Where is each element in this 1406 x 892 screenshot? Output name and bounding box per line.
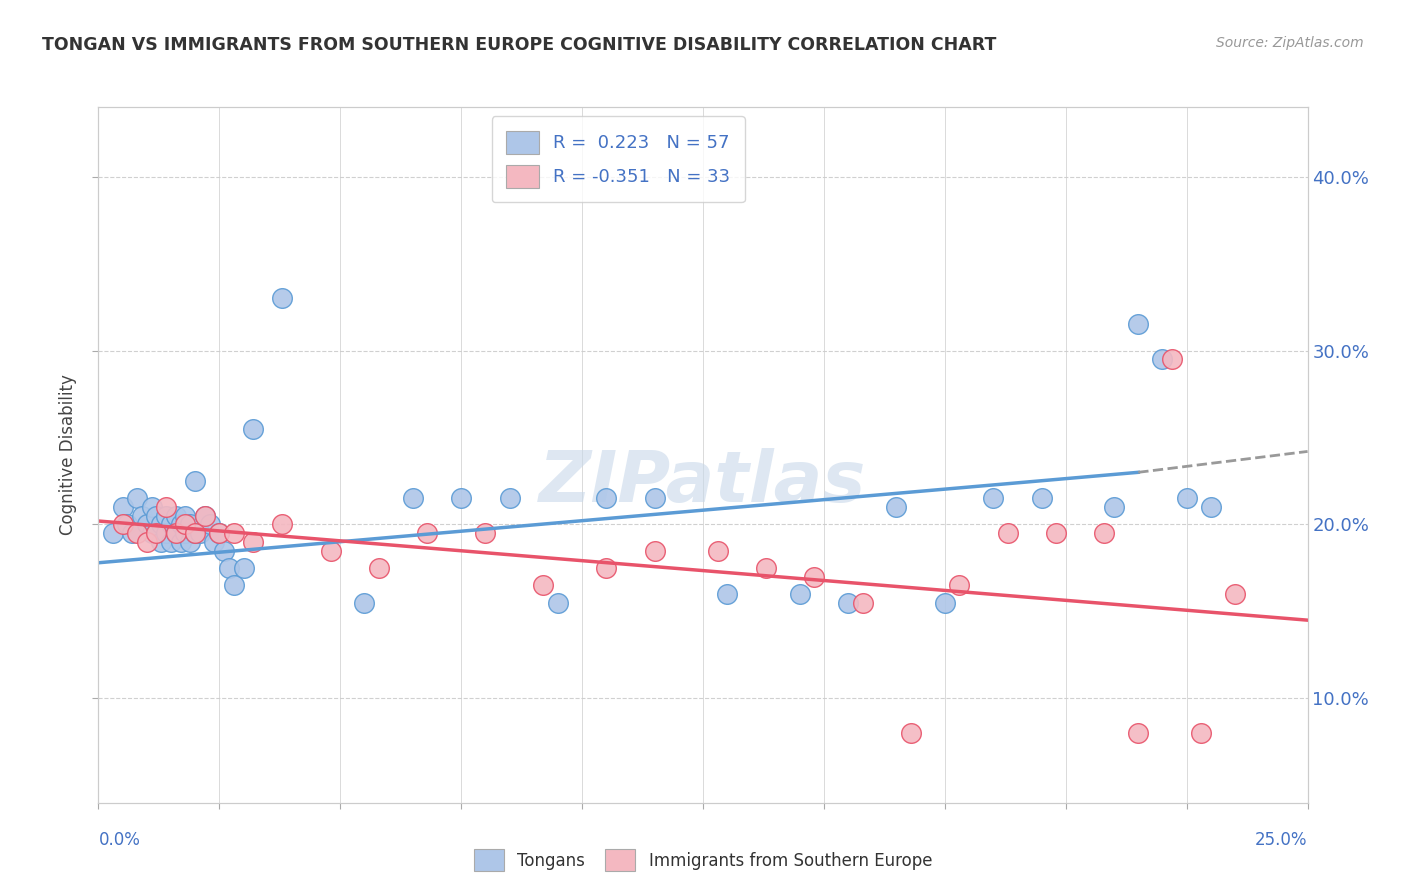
Point [716,587,738,601]
Point [353,596,375,610]
Point [706,543,728,558]
Point [803,570,825,584]
Y-axis label: Cognitive Disability: Cognitive Disability [59,375,77,535]
Point [644,543,666,558]
Point [101,526,124,541]
Point [111,500,134,514]
Point [121,526,143,541]
Text: ZIPatlas: ZIPatlas [540,449,866,517]
Point [155,508,177,523]
Text: TONGAN VS IMMIGRANTS FROM SOUTHERN EUROPE COGNITIVE DISABILITY CORRELATION CHART: TONGAN VS IMMIGRANTS FROM SOUTHERN EUROP… [42,36,997,54]
Point [194,508,217,523]
Point [174,517,197,532]
Point [165,526,187,541]
Point [165,508,187,523]
Point [117,517,139,532]
Point [127,491,149,506]
Point [174,526,197,541]
Point [160,534,183,549]
Point [169,534,191,549]
Point [179,517,201,532]
Point [150,534,173,549]
Point [402,491,425,506]
Point [416,526,439,541]
Point [242,534,264,549]
Point [1223,587,1246,601]
Point [531,578,554,592]
Text: 25.0%: 25.0% [1256,830,1308,848]
Point [498,491,520,506]
Point [1102,500,1125,514]
Point [218,561,240,575]
Point [789,587,811,601]
Point [184,526,207,541]
Point [271,517,294,532]
Point [208,526,231,541]
Point [111,517,134,532]
Point [155,500,177,514]
Point [1189,726,1212,740]
Point [222,526,245,541]
Point [198,517,221,532]
Point [150,517,173,532]
Point [1175,491,1198,506]
Point [174,508,197,523]
Point [368,561,391,575]
Point [127,526,149,541]
Point [208,526,231,541]
Point [232,561,254,575]
Point [194,508,217,523]
Point [145,526,167,541]
Point [169,517,191,532]
Point [145,508,167,523]
Text: 0.0%: 0.0% [98,830,141,848]
Point [900,726,922,740]
Point [135,517,157,532]
Point [1152,352,1174,367]
Point [644,491,666,506]
Point [179,534,201,549]
Point [474,526,496,541]
Point [997,526,1019,541]
Point [135,534,157,549]
Point [222,578,245,592]
Point [165,526,187,541]
Point [948,578,970,592]
Point [212,543,235,558]
Point [1199,500,1222,514]
Point [1128,726,1150,740]
Point [184,474,207,488]
Point [1161,352,1184,367]
Point [188,526,211,541]
Point [204,534,226,549]
Point [981,491,1004,506]
Point [595,491,617,506]
Point [1031,491,1053,506]
Point [837,596,859,610]
Point [242,422,264,436]
Point [1128,318,1150,332]
Text: Source: ZipAtlas.com: Source: ZipAtlas.com [1216,36,1364,50]
Point [852,596,875,610]
Point [450,491,472,506]
Point [934,596,956,610]
Point [886,500,908,514]
Point [131,508,153,523]
Point [184,526,207,541]
Point [141,500,163,514]
Legend: Tongans, Immigrants from Southern Europe: Tongans, Immigrants from Southern Europe [465,841,941,880]
Point [145,526,167,541]
Point [271,291,294,305]
Point [155,526,177,541]
Point [141,526,163,541]
Legend: R =  0.223   N = 57, R = -0.351   N = 33: R = 0.223 N = 57, R = -0.351 N = 33 [492,116,745,202]
Point [1045,526,1067,541]
Point [755,561,778,575]
Point [1094,526,1116,541]
Point [595,561,617,575]
Point [547,596,569,610]
Point [160,517,183,532]
Point [319,543,342,558]
